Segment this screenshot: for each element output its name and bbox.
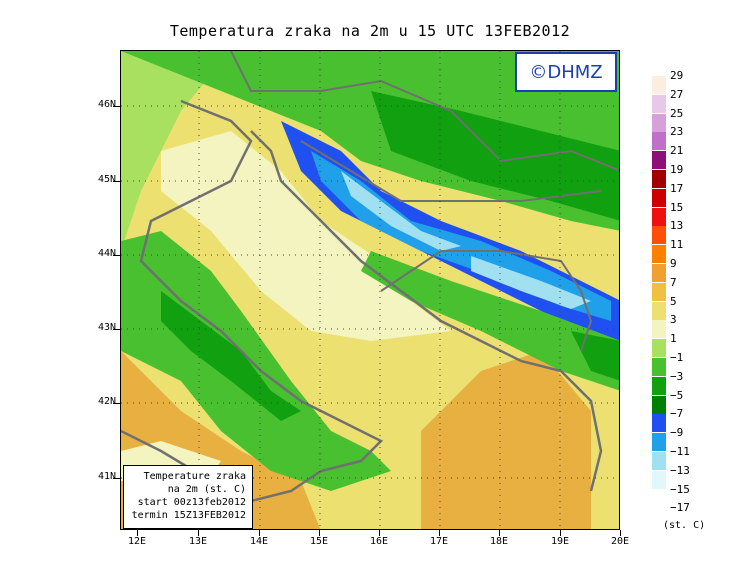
legend-label: −7 <box>670 407 684 421</box>
x-tick <box>560 530 561 536</box>
y-tick <box>113 329 120 330</box>
legend-swatch <box>652 395 666 414</box>
y-tick <box>113 181 120 182</box>
temperature-field <box>121 51 619 529</box>
legend-label: 25 <box>670 106 684 120</box>
legend-swatch <box>652 76 666 94</box>
legend-label: 21 <box>670 144 684 158</box>
x-tick <box>198 530 199 536</box>
y-tick <box>113 403 120 404</box>
y-tick <box>113 106 120 107</box>
legend-swatch <box>652 113 666 132</box>
legend-label: −17 <box>670 501 690 515</box>
legend-swatch <box>652 226 666 245</box>
y-tick-label: 44N <box>97 248 116 259</box>
legend-swatch <box>652 433 666 452</box>
legend-swatch <box>652 452 666 470</box>
y-tick <box>113 255 120 256</box>
legend-swatch <box>652 301 666 320</box>
legend-swatch <box>652 376 666 395</box>
x-tick-label: 19E <box>550 536 570 547</box>
y-tick <box>113 478 120 479</box>
x-tick <box>137 530 138 536</box>
legend-label: 17 <box>670 181 684 195</box>
dhmz-logo: ©DHMZ <box>515 52 617 92</box>
legend-swatch <box>652 207 666 226</box>
legend-unit: (st. C) <box>663 520 706 531</box>
x-tick-label: 16E <box>369 536 389 547</box>
legend-label: 19 <box>670 163 684 176</box>
legend-label: −15 <box>670 482 690 496</box>
legend-swatch <box>652 94 666 113</box>
legend-label: −3 <box>670 369 684 383</box>
legend-label: 11 <box>670 238 684 252</box>
legend-label: 1 <box>670 332 677 346</box>
legend-label: 29 <box>670 69 684 82</box>
legend-label: 7 <box>670 275 677 289</box>
y-tick-label: 45N <box>97 174 116 185</box>
x-tick-label: 20E <box>610 536 630 547</box>
legend-swatch <box>652 132 666 151</box>
legend-label: −9 <box>670 426 684 440</box>
x-tick-label: 17E <box>429 536 449 547</box>
y-tick-label: 46N <box>97 99 116 110</box>
x-tick-label: 12E <box>127 536 147 547</box>
legend-label: −13 <box>670 463 690 477</box>
x-tick <box>620 530 621 536</box>
legend-label: −5 <box>670 388 684 402</box>
legend-label: 5 <box>670 294 677 308</box>
y-tick-label: 43N <box>97 322 116 333</box>
temperature-map <box>120 50 620 530</box>
y-tick-label: 42N <box>97 396 116 407</box>
legend-swatch <box>652 264 666 282</box>
legend-swatch <box>652 282 666 301</box>
legend-label: 13 <box>670 219 684 233</box>
legend-label: 15 <box>670 200 684 214</box>
legend-swatch <box>652 151 666 170</box>
x-tick-label: 15E <box>309 536 329 547</box>
legend-swatch <box>652 188 666 207</box>
info-line-2: na 2m (st. C) <box>167 484 246 495</box>
legend-swatch <box>652 489 666 508</box>
x-tick <box>259 530 260 536</box>
info-box: Temperature zraka na 2m (st. C) start 00… <box>123 465 253 529</box>
legend-swatch <box>652 339 666 358</box>
legend-label: 3 <box>670 313 677 327</box>
y-tick-label: 41N <box>97 471 116 482</box>
x-tick <box>499 530 500 536</box>
legend-swatch <box>652 414 666 433</box>
legend-label: 27 <box>670 87 684 101</box>
info-line-3: start 00z13feb2012 <box>137 497 246 508</box>
legend-label: −11 <box>670 445 690 458</box>
legend-label: −1 <box>670 351 684 364</box>
x-tick <box>379 530 380 536</box>
info-line-1: Temperature zraka <box>143 471 246 482</box>
legend-swatch <box>652 470 666 489</box>
legend-swatch <box>652 320 666 339</box>
info-line-4: termin 15Z13FEB2012 <box>131 510 246 521</box>
x-tick <box>439 530 440 536</box>
map-title: Temperatura zraka na 2m u 15 UTC 13FEB20… <box>169 22 571 40</box>
legend-label: 23 <box>670 125 684 139</box>
x-tick-label: 14E <box>249 536 269 547</box>
x-tick-label: 18E <box>489 536 509 547</box>
legend-label: 9 <box>670 257 677 270</box>
legend-swatch <box>652 358 666 376</box>
x-tick <box>319 530 320 536</box>
legend-swatch <box>652 170 666 188</box>
x-tick-label: 13E <box>188 536 208 547</box>
legend-swatch <box>652 245 666 264</box>
